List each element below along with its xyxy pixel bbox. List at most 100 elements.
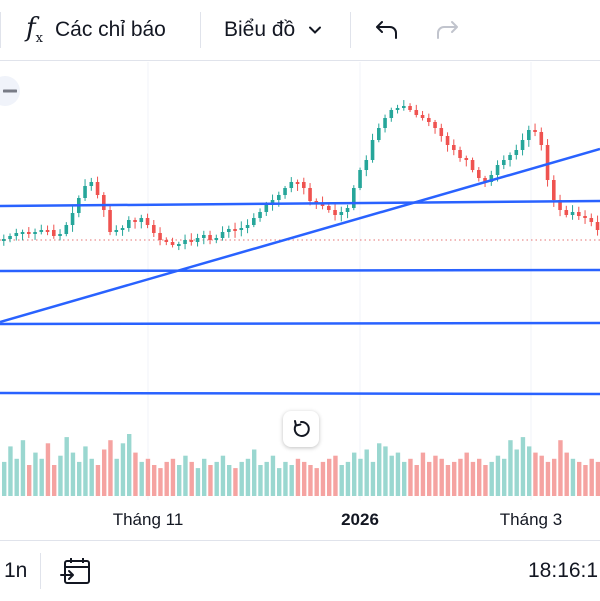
volume-bar — [420, 452, 426, 496]
volume-bar — [102, 449, 107, 496]
volume-bar — [245, 458, 251, 496]
candle — [408, 103, 412, 113]
indicators-button[interactable]: fx Các chỉ báo — [26, 0, 166, 60]
volume-bar — [27, 465, 32, 496]
volume-bar — [239, 461, 244, 496]
candle — [527, 125, 531, 147]
candle-body — [177, 244, 181, 246]
candle — [414, 104, 419, 118]
candle-body — [108, 210, 112, 232]
candle-body — [477, 170, 481, 178]
horizontal-line[interactable] — [0, 321, 600, 326]
collapse-button[interactable] — [0, 76, 20, 106]
candle-body — [127, 220, 131, 228]
candle-body — [202, 235, 206, 238]
candle — [127, 216, 131, 232]
candle — [208, 230, 212, 245]
volume-bar — [370, 461, 376, 496]
candle — [39, 224, 44, 235]
candle-body — [558, 200, 562, 210]
drawing-lines[interactable] — [0, 147, 600, 396]
candle-body — [527, 130, 531, 140]
candle-body — [458, 150, 462, 158]
redo-button[interactable] — [434, 0, 460, 60]
reset-chart-button[interactable] — [283, 411, 319, 447]
volume-bar — [564, 452, 569, 496]
volume-bar — [45, 443, 51, 496]
candle-body — [314, 201, 319, 203]
candlestick-chart[interactable]: Tháng 11 2026 Tháng 3 — [0, 62, 600, 540]
time-axis-label: Tháng 11 — [113, 510, 184, 529]
candle-body — [545, 145, 550, 180]
candle-body — [158, 233, 162, 240]
horizontal-line[interactable] — [0, 199, 600, 208]
volume-bar — [595, 461, 600, 496]
volume-bar — [558, 440, 563, 496]
candle-body — [408, 106, 412, 110]
chart-type-button[interactable]: Biểu đồ — [224, 0, 323, 60]
time-axis: Tháng 11 2026 Tháng 3 — [113, 510, 562, 529]
candle-body — [2, 239, 6, 241]
trend-line[interactable] — [0, 147, 600, 324]
volume-bar — [308, 465, 313, 496]
candle-body — [464, 158, 469, 160]
candle-body — [195, 238, 200, 242]
volume-bar — [152, 465, 157, 496]
indicators-label: Các chỉ báo — [54, 18, 166, 41]
volume-bar — [545, 461, 551, 496]
candle-body — [252, 218, 256, 225]
candle-body — [245, 225, 250, 228]
horizontal-line[interactable] — [0, 391, 600, 396]
volume-bar — [58, 455, 63, 496]
clock[interactable]: 18:16:1 — [528, 541, 598, 601]
candle — [120, 225, 125, 236]
candle-body — [214, 238, 219, 240]
volume-bar — [527, 446, 532, 496]
candle-body — [483, 178, 487, 182]
minus-icon — [3, 89, 17, 93]
calendar-goto-icon — [60, 558, 90, 584]
volume-bar — [414, 465, 419, 496]
candle — [58, 229, 62, 241]
candle — [27, 227, 31, 239]
candle — [458, 146, 462, 162]
go-to-date-button[interactable] — [60, 541, 92, 601]
volume-bar — [270, 455, 276, 496]
chart-area[interactable]: Tháng 11 2026 Tháng 3 — [0, 62, 600, 540]
candle — [195, 233, 200, 247]
candle — [283, 185, 287, 199]
top-toolbar: fx Các chỉ báo Biểu đồ — [0, 0, 600, 61]
volume-bar — [252, 449, 257, 496]
candle-body — [152, 225, 156, 233]
candle-body — [352, 188, 356, 208]
candle — [239, 221, 244, 237]
candle-body — [102, 195, 106, 210]
chart-type-label: Biểu đồ — [224, 18, 296, 41]
volume-bar — [158, 468, 163, 496]
candle — [589, 213, 594, 227]
candle — [452, 139, 456, 156]
volume-bars — [2, 434, 600, 496]
candle — [558, 194, 562, 217]
candle — [345, 204, 350, 219]
chart-grid — [147, 62, 532, 500]
candle-body — [89, 182, 94, 186]
candle-body — [64, 225, 69, 234]
volume-bar — [408, 458, 413, 496]
volume-bar — [502, 458, 507, 496]
volume-bar — [164, 461, 169, 496]
candle — [377, 123, 381, 143]
time-axis-label: 2026 — [341, 510, 379, 529]
volume-bar — [114, 458, 119, 496]
volume-bar — [233, 468, 238, 496]
horizontal-line[interactable] — [0, 268, 600, 273]
candle — [502, 155, 506, 170]
volume-bar — [220, 455, 226, 496]
undo-button[interactable] — [374, 0, 400, 60]
volume-bar — [514, 449, 519, 496]
candle-body — [208, 235, 212, 240]
candle — [370, 133, 375, 163]
interval-button[interactable]: 1n — [4, 541, 27, 601]
volume-bar — [39, 458, 44, 496]
candle-body — [345, 208, 350, 212]
